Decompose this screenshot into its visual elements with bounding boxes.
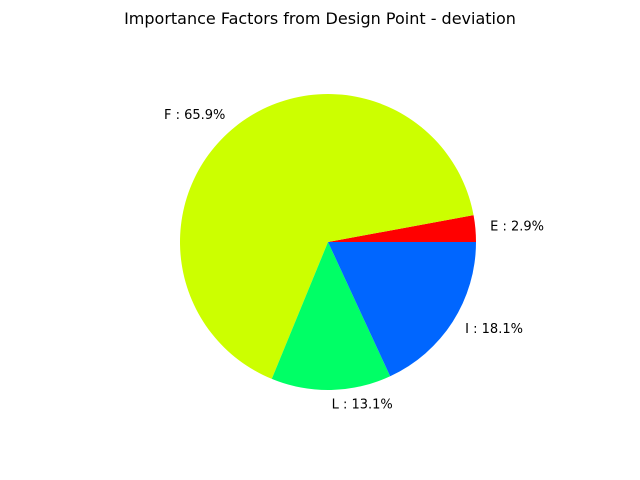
pie-slices [180,93,476,391]
pie-label-f: F : 65.9% [164,108,225,123]
pie-slice-i [328,242,476,377]
pie-slice-l [271,242,391,391]
pie-label-l: L : 13.1% [332,397,393,412]
pie-label-e: E : 2.9% [490,220,544,235]
chart-title: Importance Factors from Design Point - d… [124,9,516,28]
pie-slice-f [180,93,474,379]
pie-slice-e [328,215,476,242]
pie-labels: E : 2.9% F : 65.9% L : 13.1% I : 18.1% [164,108,544,412]
pie-label-i: I : 18.1% [465,322,523,337]
